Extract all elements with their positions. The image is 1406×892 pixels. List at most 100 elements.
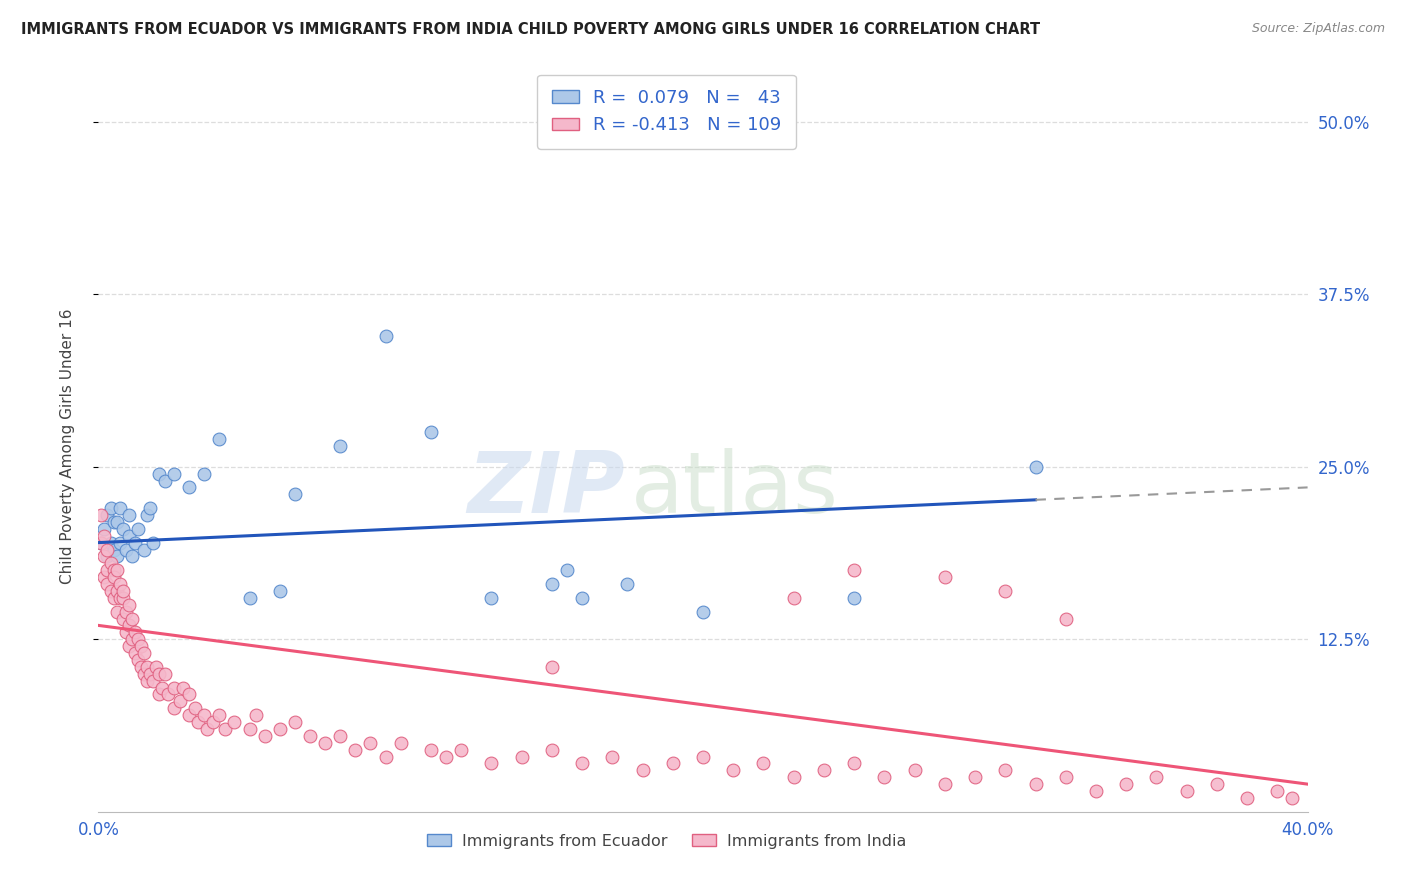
Point	[142, 535, 165, 549]
Point	[616, 577, 638, 591]
Point	[1175, 784, 1198, 798]
Point	[179, 687, 201, 701]
Point	[540, 660, 562, 674]
Point	[692, 605, 714, 619]
Point	[224, 714, 246, 729]
Point	[540, 577, 562, 591]
Point	[329, 439, 352, 453]
Point	[150, 681, 173, 695]
Point	[100, 583, 122, 598]
Point	[114, 625, 136, 640]
Point	[114, 605, 136, 619]
Point	[148, 687, 170, 701]
Point	[105, 563, 128, 577]
Point	[555, 563, 578, 577]
Point	[1281, 791, 1303, 805]
Point	[105, 515, 128, 529]
Point	[132, 666, 155, 681]
Point	[129, 660, 152, 674]
Point	[187, 714, 209, 729]
Point	[163, 681, 186, 695]
Point	[90, 535, 112, 549]
Point	[239, 722, 262, 736]
Point	[299, 729, 322, 743]
Point	[93, 549, 115, 564]
Point	[103, 515, 125, 529]
Point	[105, 605, 128, 619]
Point	[1267, 784, 1289, 798]
Point	[1054, 611, 1077, 625]
Point	[510, 749, 533, 764]
Point	[813, 764, 835, 778]
Text: IMMIGRANTS FROM ECUADOR VS IMMIGRANTS FROM INDIA CHILD POVERTY AMONG GIRLS UNDER: IMMIGRANTS FROM ECUADOR VS IMMIGRANTS FR…	[21, 22, 1040, 37]
Point	[239, 591, 262, 605]
Point	[965, 770, 987, 784]
Point	[202, 714, 225, 729]
Point	[139, 666, 162, 681]
Point	[571, 756, 593, 771]
Point	[420, 425, 443, 440]
Point	[179, 708, 201, 723]
Point	[96, 508, 118, 522]
Point	[135, 660, 157, 674]
Point	[994, 764, 1017, 778]
Point	[103, 591, 125, 605]
Point	[571, 591, 593, 605]
Point	[1024, 777, 1046, 791]
Point	[124, 646, 146, 660]
Point	[153, 474, 176, 488]
Point	[142, 673, 165, 688]
Point	[148, 666, 170, 681]
Point	[111, 522, 134, 536]
Point	[1085, 784, 1108, 798]
Point	[103, 570, 125, 584]
Point	[284, 714, 307, 729]
Point	[118, 639, 141, 653]
Point	[284, 487, 307, 501]
Point	[108, 591, 131, 605]
Point	[135, 673, 157, 688]
Point	[389, 736, 412, 750]
Point	[111, 611, 134, 625]
Point	[124, 535, 146, 549]
Point	[481, 591, 503, 605]
Point	[93, 570, 115, 584]
Point	[100, 535, 122, 549]
Point	[96, 542, 118, 557]
Point	[105, 549, 128, 564]
Point	[127, 653, 149, 667]
Point	[360, 736, 382, 750]
Point	[269, 583, 291, 598]
Point	[105, 583, 128, 598]
Point	[184, 701, 207, 715]
Point	[253, 729, 276, 743]
Point	[90, 535, 112, 549]
Point	[374, 749, 396, 764]
Point	[934, 570, 956, 584]
Point	[844, 591, 866, 605]
Point	[1144, 770, 1167, 784]
Point	[208, 432, 231, 446]
Point	[450, 742, 472, 756]
Point	[127, 522, 149, 536]
Point	[96, 577, 118, 591]
Point	[1054, 770, 1077, 784]
Point	[540, 742, 562, 756]
Point	[193, 467, 215, 481]
Point	[245, 708, 267, 723]
Point	[121, 549, 143, 564]
Point	[118, 529, 141, 543]
Point	[374, 328, 396, 343]
Point	[93, 522, 115, 536]
Point	[1206, 777, 1229, 791]
Text: Source: ZipAtlas.com: Source: ZipAtlas.com	[1251, 22, 1385, 36]
Point	[132, 646, 155, 660]
Point	[111, 591, 134, 605]
Point	[111, 583, 134, 598]
Point	[602, 749, 624, 764]
Point	[195, 722, 218, 736]
Point	[172, 681, 194, 695]
Point	[344, 742, 367, 756]
Point	[994, 583, 1017, 598]
Point	[118, 598, 141, 612]
